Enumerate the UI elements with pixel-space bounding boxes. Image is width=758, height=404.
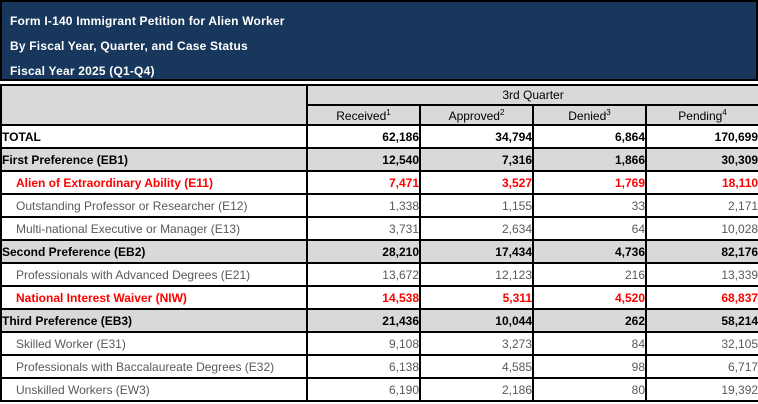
column-header-row: Received1 Approved2 Denied3 Pending4 xyxy=(1,104,758,126)
cell-received: 12,540 xyxy=(306,147,421,172)
table-row: TOTAL 62,186 34,794 6,864 170,699 xyxy=(0,124,758,149)
cell-received: 1,338 xyxy=(306,193,421,218)
cell-received: 7,471 xyxy=(306,170,421,195)
row-label: TOTAL xyxy=(0,124,308,149)
cell-approved: 12,123 xyxy=(419,262,534,287)
cell-pending: 32,105 xyxy=(644,331,758,356)
column-footnote-mark: 3 xyxy=(606,107,611,117)
cell-denied: 80 xyxy=(532,377,647,402)
cell-approved: 3,273 xyxy=(419,331,534,356)
table-row: Second Preference (EB2) 28,210 17,434 4,736… xyxy=(0,239,758,264)
table-body: TOTAL 62,186 34,794 6,864 170,699 First Prefe… xyxy=(0,124,758,402)
column-label: Received xyxy=(336,108,387,123)
cell-approved: 17,434 xyxy=(419,239,534,264)
row-label: Multi-national Executive or Manager (E13… xyxy=(0,216,308,241)
quarter-header-row: 3rd Quarter xyxy=(0,84,758,126)
cell-pending: 6,717 xyxy=(644,354,758,379)
row-label: Second Preference (EB2) xyxy=(0,239,308,264)
cell-approved: 5,311 xyxy=(419,285,534,310)
cell-received: 62,186 xyxy=(306,124,421,149)
cell-approved: 4,585 xyxy=(419,354,534,379)
table-row: Alien of Extraordinary Ability (E11) 7,47… xyxy=(0,170,758,195)
column-header-denied: Denied3 xyxy=(532,104,647,126)
cell-denied: 1,769 xyxy=(532,170,647,195)
table-row: Outstanding Professor or Researcher (E12… xyxy=(0,193,758,218)
quarter-header: 3rd Quarter xyxy=(305,84,758,106)
cell-received: 13,672 xyxy=(306,262,421,287)
table-row: Skilled Worker (E31) 9,108 3,273 84 32,105 xyxy=(0,331,758,356)
cell-received: 6,190 xyxy=(306,377,421,402)
cell-pending: 30,309 xyxy=(644,147,758,172)
row-label: National Interest Waiver (NIW) xyxy=(0,285,308,310)
cell-denied: 1,866 xyxy=(532,147,647,172)
row-label: Skilled Worker (E31) xyxy=(0,331,308,356)
column-header-approved: Approved2 xyxy=(419,104,534,126)
cell-denied: 64 xyxy=(532,216,647,241)
cell-approved: 2,186 xyxy=(419,377,534,402)
row-label: Alien of Extraordinary Ability (E11) xyxy=(0,170,308,195)
cell-approved: 1,155 xyxy=(419,193,534,218)
row-label: Professionals with Baccalaureate Degrees… xyxy=(0,354,308,379)
cell-pending: 2,171 xyxy=(644,193,758,218)
cell-received: 6,138 xyxy=(306,354,421,379)
cell-received: 28,210 xyxy=(306,239,421,264)
corner-cell xyxy=(0,84,308,126)
cell-denied: 33 xyxy=(532,193,647,218)
column-label: Denied xyxy=(568,108,607,123)
row-label: First Preference (EB1) xyxy=(0,147,308,172)
cell-received: 21,436 xyxy=(306,308,421,333)
cell-pending: 19,392 xyxy=(644,377,758,402)
cell-denied: 216 xyxy=(532,262,647,287)
cell-denied: 262 xyxy=(532,308,647,333)
cell-pending: 18,110 xyxy=(644,170,758,195)
column-label: Approved xyxy=(448,108,500,123)
row-label: Professionals with Advanced Degrees (E21… xyxy=(0,262,308,287)
cell-pending: 13,339 xyxy=(644,262,758,287)
cell-pending: 10,028 xyxy=(644,216,758,241)
cell-denied: 6,864 xyxy=(532,124,647,149)
cell-pending: 82,176 xyxy=(644,239,758,264)
column-header-pending: Pending4 xyxy=(644,104,758,126)
cell-pending: 58,214 xyxy=(644,308,758,333)
cell-denied: 98 xyxy=(532,354,647,379)
table-row: Professionals with Baccalaureate Degrees… xyxy=(0,354,758,379)
column-footnote-mark: 4 xyxy=(722,107,727,117)
table-row: National Interest Waiver (NIW) 14,538 5,31… xyxy=(0,285,758,310)
cell-received: 3,731 xyxy=(306,216,421,241)
cell-received: 14,538 xyxy=(306,285,421,310)
row-label: Third Preference (EB3) xyxy=(0,308,308,333)
table-row: Multi-national Executive or Manager (E13… xyxy=(0,216,758,241)
column-footnote-mark: 2 xyxy=(499,107,505,117)
column-footnote-mark: 1 xyxy=(386,107,391,117)
banner-title-line2: By Fiscal Year, Quarter, and Case Status xyxy=(10,39,248,53)
title-banner: Form I-140 Immigrant Petition for Alien … xyxy=(0,0,758,81)
cell-approved: 3,527 xyxy=(419,170,534,195)
table-row: Professionals with Advanced Degrees (E21… xyxy=(0,262,758,287)
cell-approved: 7,316 xyxy=(419,147,534,172)
cell-pending: 68,837 xyxy=(644,285,758,310)
cell-denied: 4,520 xyxy=(532,285,647,310)
table-row: First Preference (EB1) 12,540 7,316 1,866 30… xyxy=(0,147,758,172)
table-row: Unskilled Workers (EW3) 6,190 2,186 80 19,39… xyxy=(0,377,758,402)
banner-title-line3: Fiscal Year 2025 (Q1-Q4) xyxy=(10,64,155,78)
cell-approved: 2,634 xyxy=(419,216,534,241)
petition-data-table: 3rd Quarter Received1 Approved2 Denied3 … xyxy=(0,84,758,402)
column-label: Pending xyxy=(678,108,723,123)
cell-approved: 10,044 xyxy=(419,308,534,333)
banner-title-line1: Form I-140 Immigrant Petition for Alien … xyxy=(10,14,285,28)
row-label: Unskilled Workers (EW3) xyxy=(0,377,308,402)
column-header-received: Received1 xyxy=(306,104,421,126)
cell-denied: 4,736 xyxy=(532,239,647,264)
cell-pending: 170,699 xyxy=(644,124,758,149)
row-label: Outstanding Professor or Researcher (E12… xyxy=(0,193,308,218)
cell-approved: 34,794 xyxy=(419,124,534,149)
table-row: Third Preference (EB3) 21,436 10,044 262 58,… xyxy=(0,308,758,333)
cell-received: 9,108 xyxy=(306,331,421,356)
cell-denied: 84 xyxy=(532,331,647,356)
